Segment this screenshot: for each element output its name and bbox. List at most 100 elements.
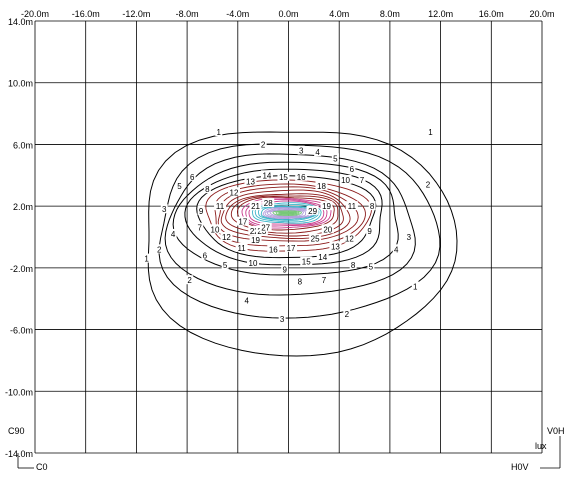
contour-label: 2: [426, 181, 431, 190]
contour-label: 12: [345, 235, 354, 244]
contour-label-bg: [278, 313, 286, 323]
contour-level-1: [147, 131, 458, 357]
contour-label: 14: [318, 253, 327, 262]
contour-label: 4: [244, 296, 249, 305]
contour-label-bg: [392, 244, 400, 254]
contour-label-bg: [155, 244, 163, 254]
contour-level-18: [254, 204, 320, 223]
contour-label-bg: [160, 204, 168, 214]
contour-label: 12: [222, 233, 231, 242]
contour-level-6: [196, 175, 377, 259]
contour-level-12: [230, 195, 339, 234]
x-tick-label: 16.0m: [479, 9, 504, 19]
contour-label-bg: [277, 171, 290, 181]
contour-label: 10: [249, 259, 258, 268]
x-tick-label: -16.0m: [72, 9, 100, 19]
contour-label: 6: [190, 173, 195, 182]
y-tick-label: -14.0m: [5, 449, 33, 459]
corner-annotations: C90 V0H lux C0 H0V: [8, 426, 565, 472]
y-tick-label: -6.0m: [10, 326, 33, 336]
contour-label-bg: [411, 281, 419, 291]
contour-label-bg: [175, 181, 183, 191]
contour-label-bg: [309, 233, 322, 243]
contour-label-bg: [201, 250, 209, 260]
contour-label: 8: [298, 278, 303, 287]
contour-label-bg: [297, 145, 305, 155]
contour-label: 28: [264, 199, 273, 208]
contour-label: 5: [177, 182, 182, 191]
h0v-label: H0V: [511, 462, 529, 472]
contour-label: 10: [211, 225, 220, 234]
x-tick-label: 20.0m: [529, 9, 554, 19]
contour-label-bg: [424, 179, 432, 189]
contour-label: 1: [413, 282, 418, 291]
contour-level-19: [258, 205, 318, 221]
contour-label-bg: [368, 201, 376, 211]
contour-label: 11: [216, 202, 225, 211]
contour-label: 4: [394, 245, 399, 254]
contour-label-bg: [220, 232, 233, 241]
x-tick-label: -12.0m: [122, 9, 150, 19]
x-tick-label: 12.0m: [428, 9, 453, 19]
contour-label-bg: [236, 216, 249, 226]
contour-label: 22: [250, 227, 259, 236]
contour-label-bg: [405, 232, 413, 241]
contour-label: 1: [144, 255, 149, 264]
contour-label-bg: [235, 242, 248, 252]
contour-level-16: [248, 200, 325, 225]
contour-label: 14: [262, 171, 271, 180]
contour-label-bg: [306, 205, 319, 215]
contour-label-bg: [296, 276, 304, 286]
contour-label-bg: [196, 222, 204, 232]
y-tick-label: -2.0m: [10, 264, 33, 274]
contour-level-3: [164, 153, 416, 296]
contour-label-bg: [227, 187, 240, 197]
contour-label-bg: [259, 139, 267, 149]
contour-label: 9: [367, 227, 372, 236]
x-tick-label: 0.0m: [278, 9, 298, 19]
contour-level-21: [262, 207, 313, 219]
contour-label-bg: [367, 261, 375, 271]
contour-label-bg: [188, 171, 196, 181]
contour-label: 3: [299, 147, 304, 156]
contour-label: 9: [199, 207, 204, 216]
contour-label-bg: [186, 275, 194, 285]
contour-label: 7: [198, 224, 203, 233]
contour-level-5: [184, 168, 383, 266]
contour-label: 5: [223, 261, 228, 270]
contour-label-bg: [244, 176, 257, 186]
lux-unit-label: lux: [535, 441, 547, 451]
contour-label-bg: [259, 222, 272, 232]
contour-label-bg: [203, 184, 211, 194]
contour-label: 2: [157, 245, 162, 254]
contour-label: 2: [345, 310, 350, 319]
contour-label: 6: [350, 165, 355, 174]
contour-label-bg: [331, 153, 339, 163]
contour-level-15: [245, 198, 328, 227]
contour-label: 5: [333, 154, 338, 163]
contour-label: 20: [323, 225, 332, 234]
contour-label: 11: [237, 244, 246, 253]
contour-label-bg: [316, 252, 329, 262]
contour-label: 17: [287, 244, 296, 253]
contour-label-bg: [349, 259, 357, 269]
contour-label: 15: [302, 258, 311, 267]
contour-label-bg: [143, 253, 151, 263]
contour-label: 3: [407, 233, 412, 242]
contour-label-bg: [345, 201, 358, 211]
contour-level-26: [275, 211, 300, 216]
contour-label: 8: [205, 185, 210, 194]
contour-label-bg: [281, 264, 289, 274]
contour-label: 2: [261, 140, 266, 149]
contour-label: 6: [203, 252, 208, 261]
contour-label-bg: [197, 205, 205, 215]
contour-label: 7: [360, 176, 365, 185]
contour-label: 19: [322, 202, 331, 211]
contour-label: 4: [315, 148, 320, 157]
contour-label: 13: [331, 242, 340, 251]
contour-level-20: [260, 206, 316, 220]
contour-label-bg: [249, 235, 262, 245]
contour-label-bg: [300, 256, 313, 266]
y-tick-label: 14.0m: [8, 17, 33, 27]
